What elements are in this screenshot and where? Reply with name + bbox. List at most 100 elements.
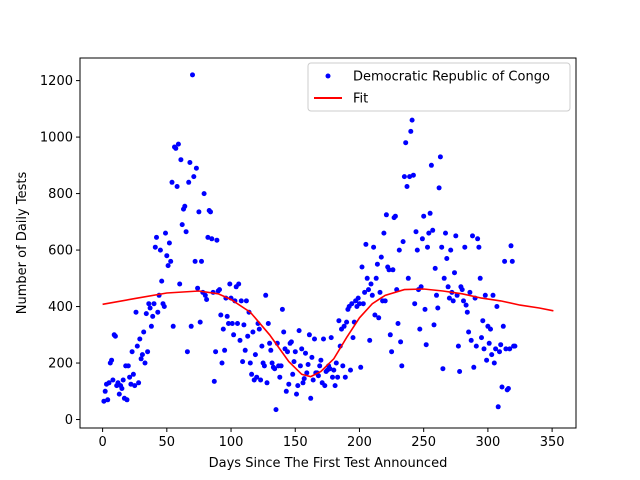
data-point — [226, 321, 231, 326]
data-point — [205, 234, 211, 240]
data-point — [372, 312, 378, 318]
data-point — [348, 367, 353, 373]
data-point — [377, 289, 383, 295]
data-point — [331, 367, 337, 373]
data-point — [163, 230, 168, 236]
data-point — [161, 304, 167, 309]
data-point — [243, 298, 249, 304]
data-point — [412, 301, 418, 307]
data-point — [227, 281, 233, 287]
data-point — [304, 370, 310, 376]
data-point — [477, 275, 483, 281]
data-point — [480, 318, 486, 324]
data-point — [143, 311, 149, 317]
data-point — [450, 298, 456, 304]
y-tick-label: 800 — [48, 187, 73, 202]
data-point — [467, 289, 473, 295]
data-point — [440, 366, 446, 372]
data-point — [132, 383, 138, 389]
data-point — [396, 247, 402, 253]
data-point — [186, 179, 192, 185]
data-point — [133, 309, 139, 315]
data-point — [286, 381, 292, 387]
data-point — [512, 343, 518, 349]
data-point — [272, 366, 278, 372]
data-point — [367, 337, 373, 343]
data-point — [147, 305, 153, 311]
data-point — [173, 145, 179, 151]
data-point — [507, 346, 513, 352]
data-point — [455, 343, 461, 349]
data-point — [124, 397, 130, 403]
data-point — [486, 340, 492, 346]
data-point — [288, 339, 294, 345]
data-point — [407, 174, 413, 180]
data-point — [309, 354, 315, 360]
data-point — [134, 343, 140, 349]
data-point — [322, 383, 328, 389]
data-point — [120, 377, 126, 383]
data-point — [217, 287, 222, 293]
data-point — [497, 349, 502, 355]
data-point — [383, 212, 389, 218]
data-point — [398, 339, 404, 345]
data-point — [499, 384, 505, 390]
data-point — [305, 362, 311, 367]
data-point — [476, 244, 482, 250]
plot-content — [101, 72, 554, 413]
data-point — [463, 302, 469, 308]
data-point — [306, 332, 312, 338]
data-point — [264, 380, 270, 386]
data-point — [419, 236, 425, 242]
data-point — [350, 335, 356, 341]
data-point — [425, 244, 430, 250]
data-point — [294, 391, 299, 397]
data-point — [503, 346, 509, 352]
data-point — [169, 179, 175, 185]
data-point — [222, 347, 228, 353]
data-point — [300, 380, 306, 386]
data-point — [444, 256, 450, 261]
data-point — [464, 309, 470, 315]
data-point — [231, 332, 237, 338]
data-point — [112, 333, 118, 339]
data-point — [357, 301, 362, 307]
x-tick-label: 100 — [219, 435, 244, 450]
data-point — [195, 285, 201, 291]
data-point — [479, 335, 484, 341]
data-point — [462, 244, 468, 250]
x-axis: 0 50 100 150 200 250 300 350 — [98, 428, 565, 450]
legend-marker-congo — [325, 73, 331, 79]
data-point — [327, 366, 333, 372]
data-point — [157, 247, 163, 253]
data-point — [261, 363, 267, 369]
data-point — [263, 292, 269, 298]
data-point — [488, 326, 493, 332]
data-point — [401, 174, 407, 180]
data-point — [336, 318, 342, 324]
data-point — [146, 301, 152, 307]
data-point — [202, 292, 208, 298]
data-point — [315, 373, 321, 379]
data-point — [241, 322, 247, 328]
x-axis-label: Days Since The First Test Announced — [209, 456, 448, 471]
data-point — [448, 247, 454, 253]
data-point — [461, 298, 466, 304]
data-point — [404, 184, 410, 189]
data-point — [369, 292, 375, 298]
data-point — [454, 292, 460, 298]
data-point — [125, 363, 131, 369]
data-point — [170, 323, 176, 329]
data-point — [265, 321, 271, 326]
data-point — [109, 357, 115, 363]
data-point — [204, 297, 210, 302]
x-tick-label: 300 — [475, 435, 500, 450]
data-point — [482, 292, 488, 298]
data-point — [220, 326, 226, 332]
data-point — [358, 364, 364, 370]
data-point — [211, 378, 217, 384]
data-point — [374, 261, 380, 267]
y-tick-label: 400 — [48, 300, 73, 315]
data-point — [452, 270, 457, 276]
data-point — [213, 349, 219, 355]
